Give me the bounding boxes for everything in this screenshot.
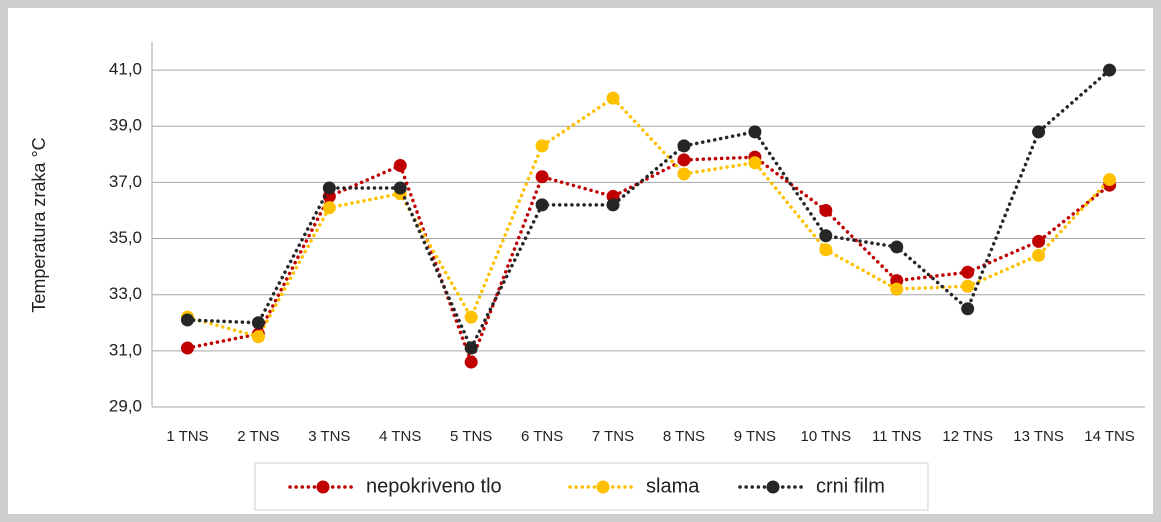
point [961,265,975,279]
x-tick-label: 8 TNS [663,428,705,445]
y-tick-label: 37,0 [109,172,142,191]
point [606,198,620,212]
legend-marker [316,480,330,494]
x-tick-label: 3 TNS [308,428,350,445]
point [1103,173,1117,187]
point [819,229,833,243]
y-axis-title: Temperatura zraka °C [29,137,49,312]
x-tick-label: 9 TNS [734,428,776,445]
point [1032,125,1046,139]
point [819,243,833,257]
y-tick-label: 39,0 [109,116,142,135]
legend-label: nepokriveno tlo [366,475,502,497]
x-tick-label: 4 TNS [379,428,421,445]
point [677,153,691,167]
point [819,203,833,217]
x-tick-label: 2 TNS [237,428,279,445]
x-tick-label: 12 TNS [942,428,993,445]
point [1032,248,1046,262]
x-tick-label: 7 TNS [592,428,634,445]
point [180,313,194,327]
point [748,156,762,170]
y-tick-label: 31,0 [109,340,142,359]
legend-label: slama [646,475,700,497]
legend-box [254,462,929,511]
point [890,240,904,254]
series-line [185,95,1112,339]
x-tick-label: 6 TNS [521,428,563,445]
chart-area [8,8,1153,514]
point [393,181,407,195]
point [1103,63,1117,77]
y-tick-label: 35,0 [109,228,142,247]
point [535,198,549,212]
y-tick-label: 29,0 [109,396,142,415]
point [606,91,620,105]
point [464,341,478,355]
point [677,167,691,181]
x-tick-label: 11 TNS [872,428,921,445]
point [464,355,478,369]
point [251,330,265,344]
legend-marker [766,480,780,494]
point [890,282,904,296]
point [180,341,194,355]
y-tick-label: 33,0 [109,284,142,303]
point [677,139,691,153]
x-tick-label: 5 TNS [450,428,492,445]
series-line [185,68,1112,353]
series-line [185,155,1112,368]
legend-marker [596,480,610,494]
point [251,316,265,330]
point [393,159,407,173]
y-tick-label: 41,0 [109,60,142,79]
point [1032,234,1046,248]
point [535,170,549,184]
legend-label: crni film [816,475,885,497]
point [748,125,762,139]
point [961,279,975,293]
x-tick-label: 10 TNS [801,428,852,445]
point [464,310,478,324]
x-tick-label: 13 TNS [1013,428,1064,445]
x-tick-label: 14 TNS [1084,428,1135,445]
point [961,302,975,316]
point [322,201,336,215]
point [535,139,549,153]
x-tick-label: 1 TNS [166,428,208,445]
point [322,181,336,195]
